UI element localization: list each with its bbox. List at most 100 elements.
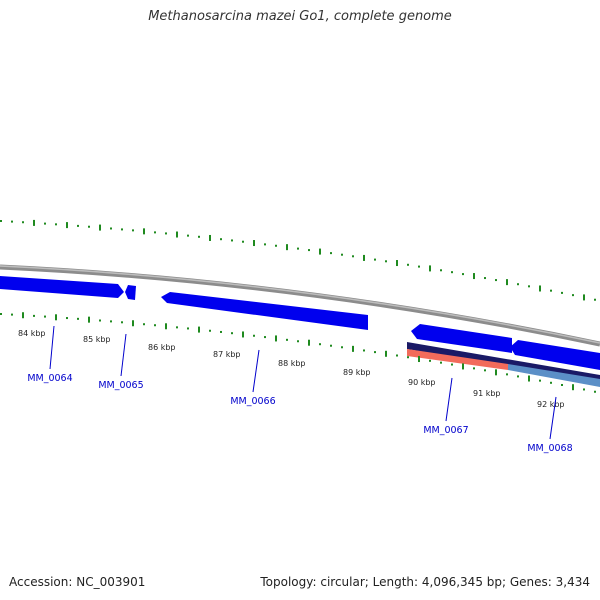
gc-tick [374, 258, 376, 261]
gc-tick [242, 331, 244, 338]
gc-tick [132, 229, 134, 232]
gc-tick [440, 361, 442, 364]
gene-label-mm-0065[interactable]: MM_0065 [98, 380, 143, 391]
gc-tick [264, 243, 266, 246]
leader-line-mm-0066 [252, 349, 260, 393]
gc-tick [583, 388, 585, 391]
gc-tick [187, 234, 189, 237]
gc-tick [0, 220, 2, 222]
gc-tick [473, 367, 475, 370]
gc-tick [528, 375, 530, 382]
genome-backbone-highlight [0, 265, 600, 344]
gene-arrow-mm-0067[interactable] [411, 324, 512, 353]
gc-tick [66, 317, 68, 320]
gc-tick [418, 265, 420, 268]
gc-tick [110, 320, 112, 323]
gc-tick [44, 315, 46, 318]
gc-tick [451, 271, 453, 274]
scale-label: 89 kbp [343, 368, 371, 377]
gc-tick [55, 223, 57, 226]
gc-tick [297, 247, 299, 250]
gc-tick [572, 294, 574, 297]
gc-tick [33, 219, 35, 226]
gc-tick [539, 285, 541, 292]
gc-tick [187, 327, 189, 330]
gc-tick [99, 224, 101, 231]
gc-tick [363, 254, 365, 261]
gc-tick [561, 383, 563, 386]
outer-gc-ticks [0, 219, 596, 301]
gc-tick [209, 234, 211, 241]
gene-label-mm-0068[interactable]: MM_0068 [527, 443, 572, 454]
gc-tick [396, 260, 398, 267]
gene-labels: MM_0064 MM_0065 MM_0066 MM_0067 MM_0068 [27, 373, 572, 454]
gc-tick [154, 231, 156, 234]
gc-tick [77, 224, 79, 227]
gc-tick [275, 244, 277, 247]
gc-tick [22, 312, 24, 319]
gc-tick [429, 359, 431, 362]
gc-tick [143, 228, 145, 235]
gc-tick [517, 375, 519, 378]
gc-tick [506, 373, 508, 376]
gc-tick [143, 323, 145, 326]
gc-tick [583, 294, 585, 301]
gc-tick [198, 235, 200, 238]
gene-arrow-mm-0068[interactable] [510, 340, 600, 370]
accession-text: Accession: NC_003901 [9, 575, 146, 589]
gc-tick [176, 326, 178, 329]
gc-tick [341, 253, 343, 256]
inner-gc-ticks [0, 312, 596, 393]
scale-label: 90 kbp [408, 378, 436, 387]
scale-label: 92 kbp [537, 400, 565, 409]
topology-text: Topology: circular; Length: 4,096,345 bp… [260, 575, 590, 589]
gc-tick [66, 222, 68, 229]
gc-tick [121, 228, 123, 231]
gc-tick [319, 343, 321, 346]
gc-tick [165, 232, 167, 235]
gc-tick [374, 351, 376, 354]
gc-tick [396, 354, 398, 357]
scale-label: 91 kbp [473, 389, 501, 398]
gene-arrow-mm-0065[interactable] [125, 285, 136, 300]
leader-line-mm-0068 [549, 396, 557, 440]
gc-tick [88, 316, 90, 323]
gene-label-mm-0064[interactable]: MM_0064 [27, 373, 72, 384]
gc-tick [55, 314, 57, 321]
gc-tick [330, 344, 332, 347]
gene-label-mm-0067[interactable]: MM_0067 [423, 425, 468, 436]
gc-tick [385, 260, 387, 263]
gc-tick [440, 269, 442, 272]
gene-label-mm-0066[interactable]: MM_0066 [230, 396, 275, 407]
gc-tick [11, 220, 13, 223]
gc-tick [352, 255, 354, 258]
gc-tick [495, 369, 497, 376]
gc-tick [407, 263, 409, 266]
gc-tick [22, 221, 24, 224]
gene-arrow-mm-0064[interactable] [0, 276, 124, 298]
gc-tick [88, 225, 90, 228]
scale-label: 87 kbp [213, 350, 241, 359]
gc-tick [506, 279, 508, 286]
gc-tick [495, 279, 497, 282]
gc-tick [33, 314, 35, 317]
gc-tick [550, 289, 552, 292]
gc-tick [110, 227, 112, 230]
gc-tick [429, 265, 431, 272]
gc-tick [572, 384, 574, 391]
gc-tick [539, 379, 541, 382]
gc-tick [176, 231, 178, 238]
scale-label: 88 kbp [278, 359, 306, 368]
gene-arrow-mm-0066[interactable] [161, 292, 368, 330]
gc-tick [253, 334, 255, 337]
track-steel [508, 364, 600, 387]
gc-tick [165, 323, 167, 330]
gc-tick [11, 313, 13, 316]
gc-tick [286, 338, 288, 341]
leader-line-mm-0064 [49, 325, 55, 370]
leader-line-mm-0065 [120, 333, 127, 377]
gc-tick [231, 332, 233, 335]
gc-tick [308, 249, 310, 252]
gene-leaders [49, 325, 557, 440]
